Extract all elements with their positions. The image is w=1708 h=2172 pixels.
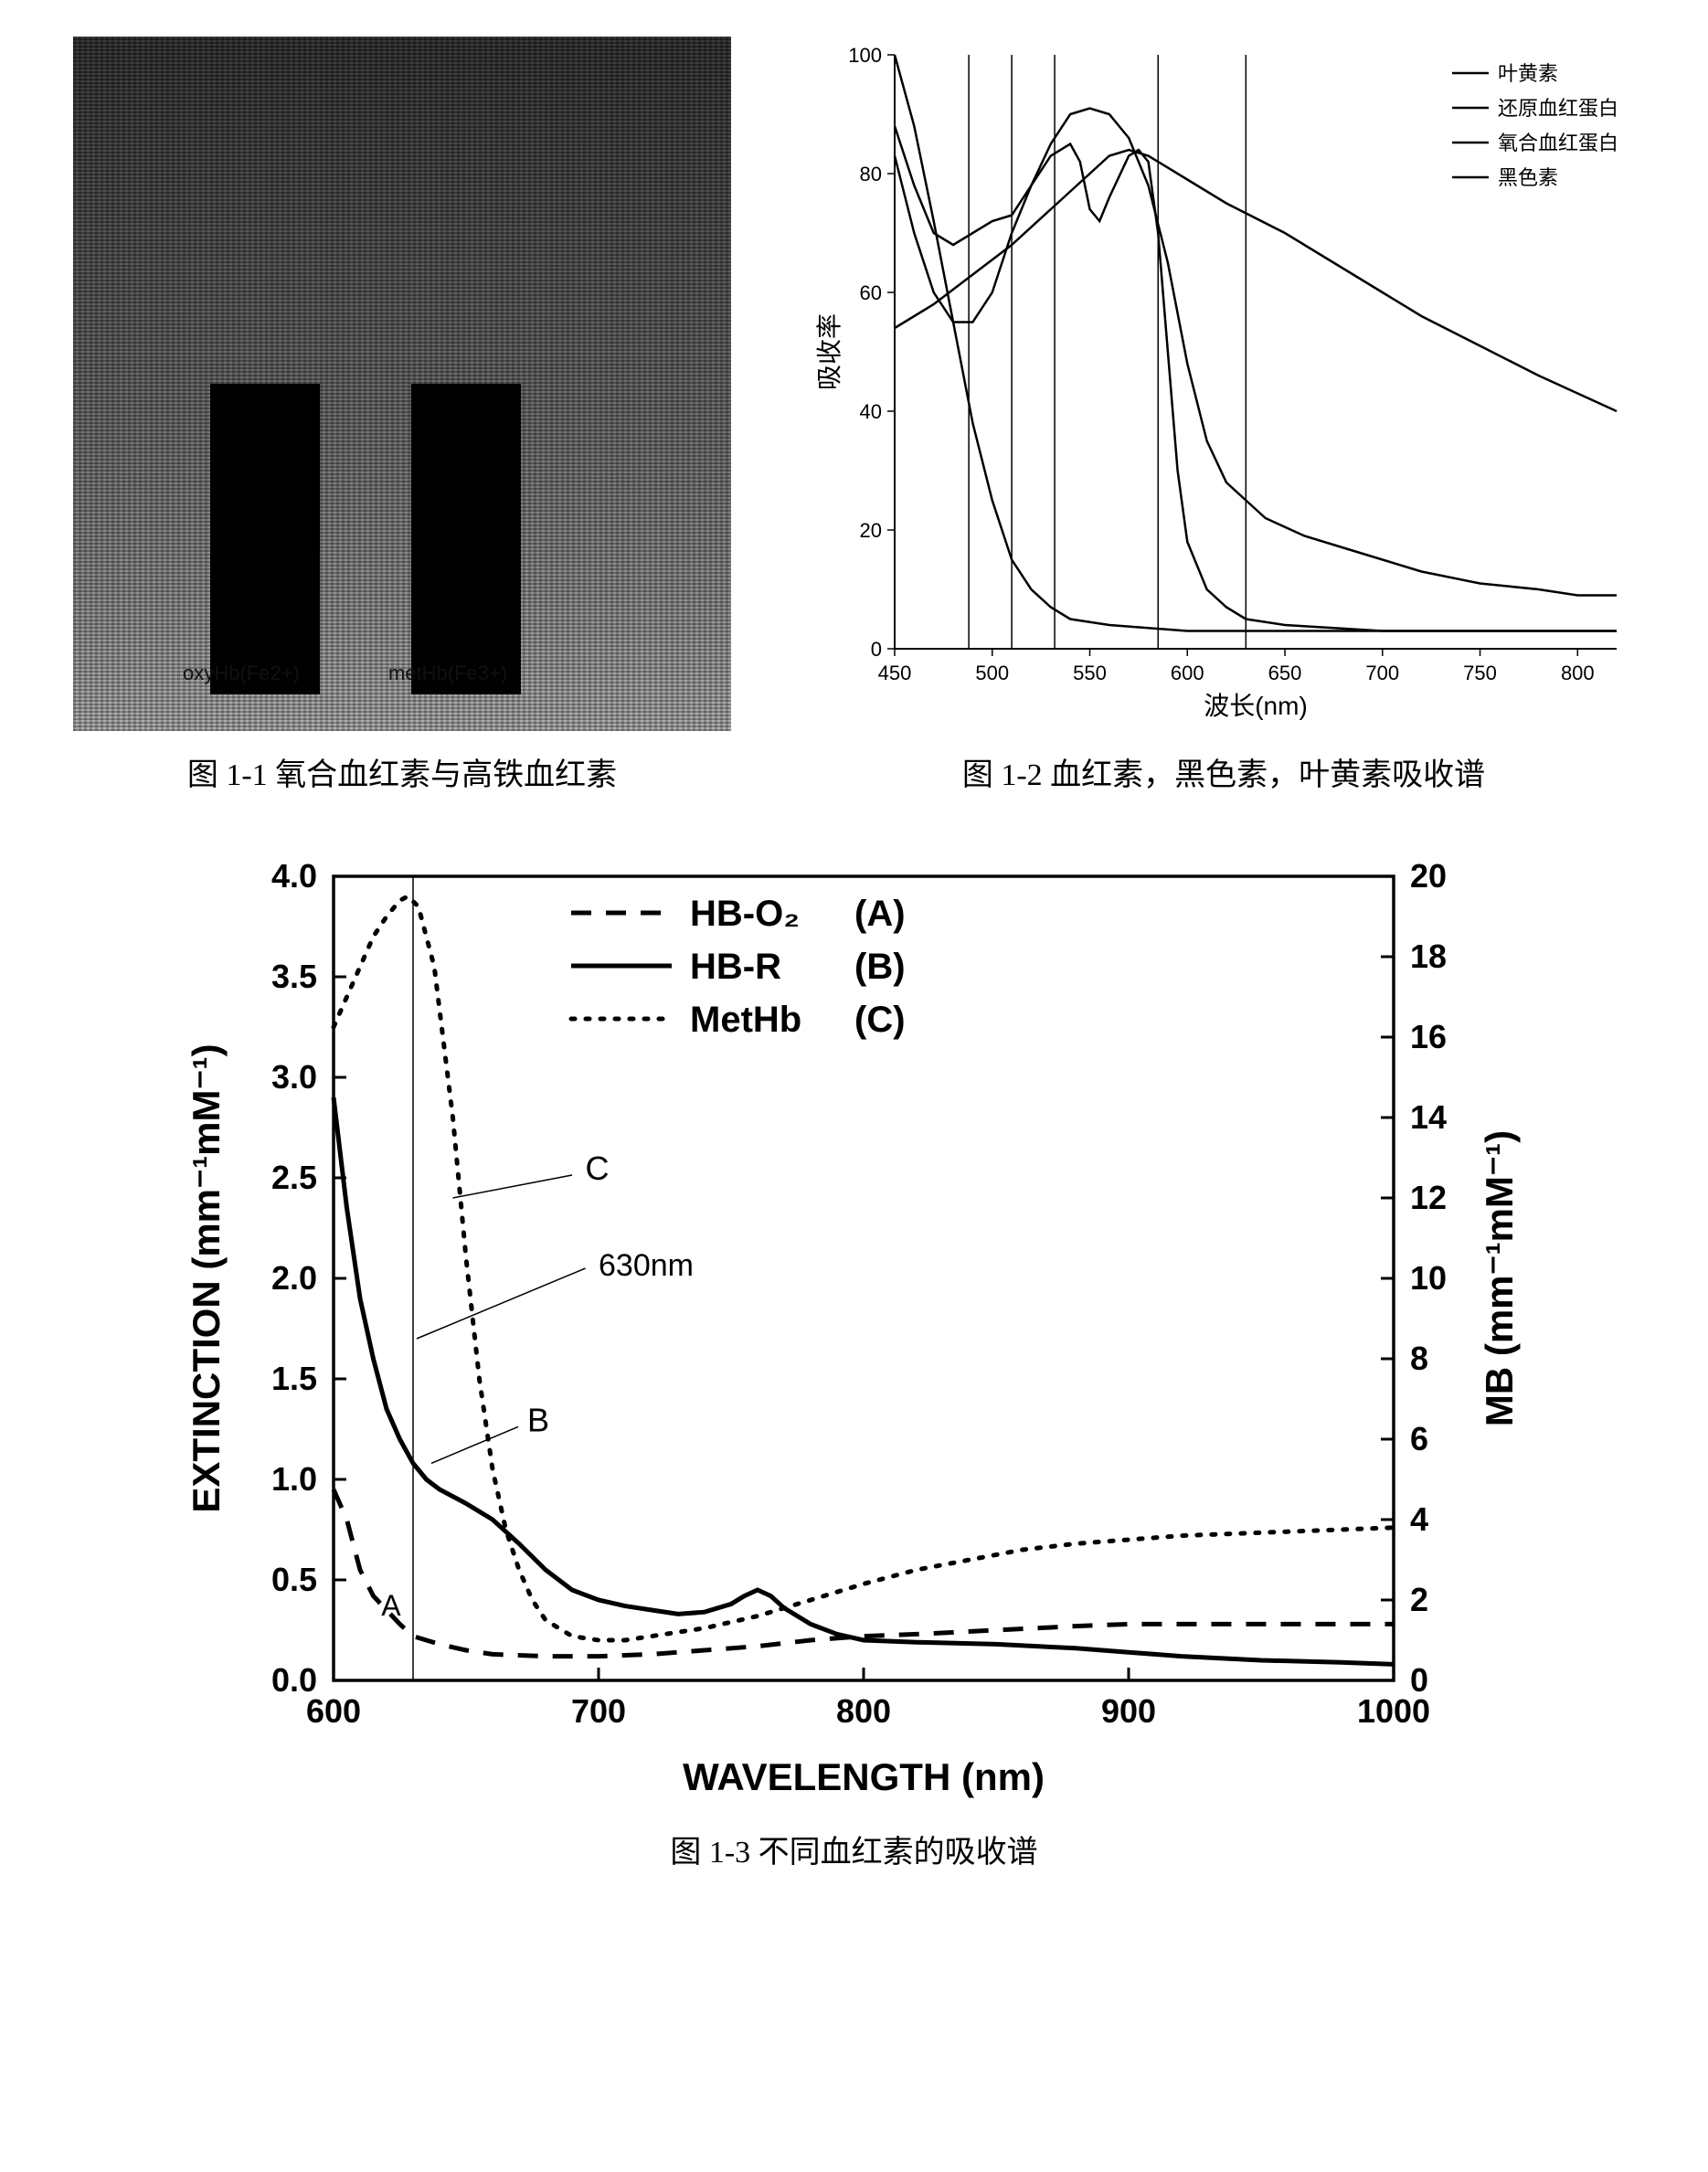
svg-text:4.0: 4.0 — [271, 857, 316, 895]
svg-text:2.0: 2.0 — [271, 1259, 316, 1297]
svg-text:0.5: 0.5 — [271, 1561, 316, 1598]
caption-1-3: 图 1-3 不同血红素的吸收谱 — [73, 1827, 1635, 1871]
svg-text:1000: 1000 — [1356, 1692, 1429, 1730]
tube-methb — [411, 384, 521, 694]
svg-text:波长(nm): 波长(nm) — [1204, 692, 1308, 720]
svg-text:20: 20 — [860, 519, 882, 542]
svg-text:80: 80 — [860, 163, 882, 185]
figure-1-1: oxyHb(Fe2+) metHb(Fe3+) 图 1-1 氧合血红素与高铁血红… — [73, 37, 731, 794]
svg-text:16: 16 — [1410, 1018, 1447, 1055]
svg-text:MB (mm⁻¹mM⁻¹): MB (mm⁻¹mM⁻¹) — [1478, 1130, 1521, 1426]
svg-text:C: C — [585, 1150, 609, 1187]
svg-text:600: 600 — [305, 1692, 360, 1730]
svg-text:700: 700 — [1365, 662, 1399, 684]
svg-text:吸收率: 吸收率 — [815, 313, 843, 390]
svg-text:MetHb: MetHb — [690, 1000, 801, 1040]
svg-text:700: 700 — [570, 1692, 625, 1730]
figure-row-2: 0.00.51.01.52.02.53.03.54.00246810121416… — [73, 849, 1635, 1871]
svg-text:100: 100 — [848, 44, 882, 67]
svg-text:60: 60 — [860, 281, 882, 304]
svg-text:20: 20 — [1410, 857, 1447, 895]
figure-row-1: oxyHb(Fe2+) metHb(Fe3+) 图 1-1 氧合血红素与高铁血红… — [73, 37, 1635, 794]
chart-svg-12: 0 20 40 60 80 100 450 500 550 600 650 700 750 800 波长(n… — [812, 37, 1635, 731]
svg-text:630nm: 630nm — [599, 1248, 694, 1283]
svg-text:(B): (B) — [854, 947, 906, 987]
svg-text:14: 14 — [1410, 1098, 1447, 1136]
svg-text:500: 500 — [975, 662, 1009, 684]
svg-text:3.5: 3.5 — [271, 958, 316, 995]
svg-text:叶黄素: 叶黄素 — [1498, 62, 1558, 85]
tube-label-methb: metHb(Fe3+) — [388, 662, 507, 685]
svg-text:4: 4 — [1410, 1500, 1428, 1538]
caption-1-1: 图 1-1 氧合血红素与高铁血红素 — [73, 749, 731, 794]
photo-background — [73, 37, 731, 731]
hemoglobin-tubes-photo: oxyHb(Fe2+) metHb(Fe3+) — [73, 37, 731, 731]
svg-text:550: 550 — [1073, 662, 1107, 684]
svg-text:600: 600 — [1171, 662, 1204, 684]
svg-text:800: 800 — [835, 1692, 890, 1730]
svg-text:900: 900 — [1100, 1692, 1155, 1730]
svg-text:WAVELENGTH (nm): WAVELENGTH (nm) — [683, 1755, 1045, 1798]
svg-text:6: 6 — [1410, 1420, 1428, 1457]
caption-1-2: 图 1-2 血红素，黑色素，叶黄素吸收谱 — [812, 749, 1635, 794]
tube-oxyhb — [210, 384, 320, 694]
svg-text:B: B — [527, 1401, 549, 1438]
svg-text:黑色素: 黑色素 — [1498, 166, 1558, 189]
svg-text:800: 800 — [1561, 662, 1595, 684]
svg-text:2: 2 — [1410, 1581, 1428, 1618]
svg-text:18: 18 — [1410, 938, 1447, 975]
svg-text:1.0: 1.0 — [271, 1460, 316, 1498]
svg-text:1.5: 1.5 — [271, 1360, 316, 1397]
svg-text:A: A — [381, 1589, 401, 1622]
svg-text:HB-R: HB-R — [690, 947, 781, 987]
svg-text:650: 650 — [1268, 662, 1302, 684]
svg-text:2.5: 2.5 — [271, 1159, 316, 1196]
svg-text:450: 450 — [878, 662, 912, 684]
svg-text:(C): (C) — [854, 1000, 906, 1040]
svg-text:40: 40 — [860, 400, 882, 423]
svg-text:EXTINCTION (mm⁻¹mM⁻¹): EXTINCTION (mm⁻¹mM⁻¹) — [185, 1044, 228, 1512]
chart-svg-13: 0.00.51.01.52.02.53.03.54.00246810121416… — [169, 849, 1540, 1808]
svg-text:10: 10 — [1410, 1259, 1447, 1297]
svg-text:8: 8 — [1410, 1340, 1428, 1377]
figure-1-2: 0 20 40 60 80 100 450 500 550 600 650 700 750 800 波长(n… — [812, 37, 1635, 794]
absorption-chart-12: 0 20 40 60 80 100 450 500 550 600 650 700 750 800 波长(n… — [812, 37, 1635, 731]
figure-1-3: 0.00.51.01.52.02.53.03.54.00246810121416… — [73, 849, 1635, 1871]
svg-text:氧合血红蛋白: 氧合血红蛋白 — [1498, 132, 1618, 154]
extinction-chart-13: 0.00.51.01.52.02.53.03.54.00246810121416… — [169, 849, 1540, 1808]
tube-label-oxyhb: oxyHb(Fe2+) — [183, 662, 300, 685]
svg-text:(A): (A) — [854, 894, 906, 934]
svg-text:还原血红蛋白: 还原血红蛋白 — [1498, 97, 1618, 120]
svg-text:3.0: 3.0 — [271, 1058, 316, 1096]
svg-text:12: 12 — [1410, 1179, 1447, 1216]
svg-text:0: 0 — [871, 638, 882, 661]
svg-text:750: 750 — [1463, 662, 1497, 684]
svg-text:HB-O₂: HB-O₂ — [690, 894, 800, 934]
